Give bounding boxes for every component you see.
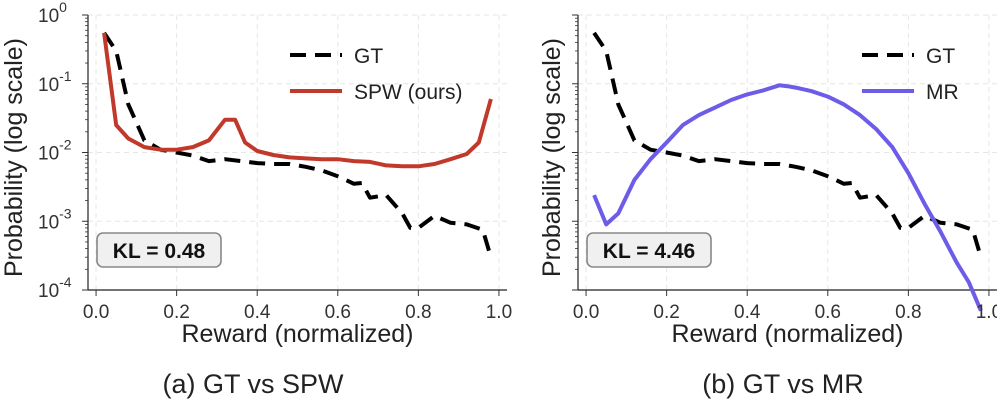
series-line-mr [592, 83, 983, 312]
series-line-spw-ours [102, 32, 493, 169]
x-axis-label: Reward (normalized) [671, 320, 903, 348]
series-line-gt [102, 31, 493, 258]
legend-label: GT [354, 45, 383, 68]
kl-annotation: KL = 0.48 [113, 240, 206, 263]
panel-caption: (a) GT vs SPW [162, 369, 344, 399]
x-tick-label: 0.0 [573, 302, 599, 323]
kl-annotation-box [586, 232, 712, 268]
y-tick-label: 10-2 [38, 137, 72, 165]
x-tick-label: 0.6 [325, 302, 351, 323]
kl-annotation-box [96, 232, 222, 268]
legend-label: MR [926, 81, 959, 104]
x-tick-label: 0.6 [815, 302, 841, 323]
x-tick-label: 1.0 [976, 302, 997, 323]
y-tick-label: 10-1 [38, 68, 72, 96]
x-tick-label: 0.8 [895, 302, 921, 323]
x-tick-label: 0.4 [734, 302, 761, 323]
legend-label: SPW (ours) [354, 81, 463, 104]
x-tick-label: 0.8 [405, 302, 431, 323]
y-tick-label: 10-3 [38, 205, 72, 233]
y-axis-label: Probability (log scale) [0, 38, 28, 277]
y-tick-label: 10-4 [38, 274, 72, 302]
x-tick-label: 0.2 [163, 302, 189, 323]
x-axis-label: Reward (normalized) [181, 320, 413, 348]
x-tick-label: 0.0 [83, 302, 109, 323]
panel-1 [82, 14, 507, 296]
kl-annotation: KL = 4.46 [603, 240, 695, 263]
panel-2 [572, 14, 997, 312]
panel-caption: (b) GT vs MR [702, 369, 864, 399]
y-axis-label: Probability (log scale) [538, 38, 566, 277]
series-line-gt [592, 31, 983, 258]
x-tick-label: 0.2 [653, 302, 679, 323]
x-tick-label: 1.0 [486, 302, 512, 323]
legend-label: GT [926, 45, 955, 68]
y-tick-label: 100 [38, 0, 67, 27]
x-tick-label: 0.4 [244, 302, 271, 323]
